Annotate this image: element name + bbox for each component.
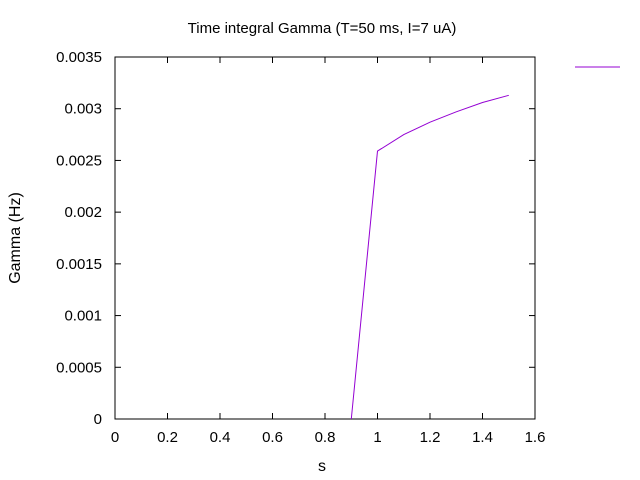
x-tick-label: 0.2 <box>157 429 178 446</box>
x-tick-label: 0 <box>111 429 119 446</box>
y-tick-label: 0.0005 <box>56 359 102 376</box>
x-tick-label: 0.4 <box>210 429 231 446</box>
axis-ticks: 0 0.2 0.4 0.6 0.8 1 1.2 1.4 1.6 0 0.0005 0.001 0.001… <box>56 49 545 446</box>
x-axis-label: s <box>318 458 326 475</box>
y-tick-label: 0 <box>94 411 102 428</box>
x-tick-label: 1.6 <box>525 429 546 446</box>
x-tick-label: 1.2 <box>420 429 441 446</box>
y-tick-label: 0.001 <box>64 308 102 325</box>
x-tick-label: 1.4 <box>472 429 493 446</box>
y-tick-label: 0.0025 <box>56 152 102 169</box>
series-group <box>350 94 509 420</box>
y-tick-label: 0.002 <box>64 204 102 221</box>
x-tick-label: 1 <box>373 429 381 446</box>
y-axis-label: Gamma (Hz) <box>7 192 24 284</box>
chart-title: Time integral Gamma (T=50 ms, I=7 uA) <box>188 20 457 37</box>
x-tick-label: 0.6 <box>262 429 283 446</box>
plot-frame <box>114 56 536 420</box>
y-tick-label: 0.0015 <box>56 256 102 273</box>
x-tick-label: 0.8 <box>315 429 336 446</box>
series-line <box>350 94 509 420</box>
y-tick-label: 0.0035 <box>56 49 102 66</box>
y-tick-label: 0.003 <box>64 101 102 118</box>
